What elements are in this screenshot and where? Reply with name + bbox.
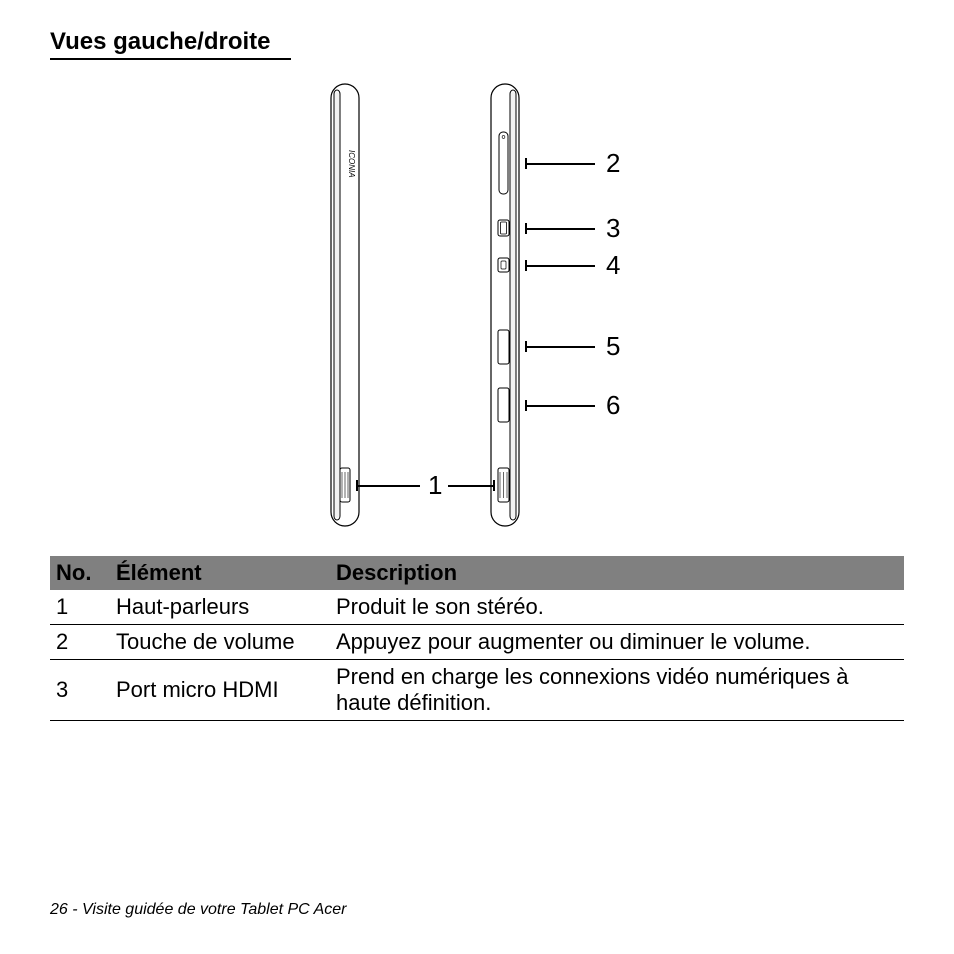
tablet-left-side: ICONIA bbox=[325, 80, 365, 530]
cell-desc: Appuyez pour augmenter ou diminuer le vo… bbox=[330, 625, 904, 660]
callout-1: 1 bbox=[428, 470, 442, 501]
callout-2: 2 bbox=[606, 148, 620, 179]
cell-elem: Port micro HDMI bbox=[110, 660, 330, 721]
callout-4: 4 bbox=[606, 250, 620, 281]
table-row: 3 Port micro HDMI Prend en charge les co… bbox=[50, 660, 904, 721]
section-title: Vues gauche/droite bbox=[50, 28, 291, 60]
table-row: 1 Haut-parleurs Produit le son stéréo. bbox=[50, 590, 904, 625]
callout-6: 6 bbox=[606, 390, 620, 421]
th-desc: Description bbox=[330, 556, 904, 590]
tablet-right-side bbox=[485, 80, 525, 530]
th-elem: Élément bbox=[110, 556, 330, 590]
parts-table: No. Élément Description 1 Haut-parleurs … bbox=[50, 556, 904, 721]
page-footer: 26 - Visite guidée de votre Tablet PC Ac… bbox=[50, 901, 346, 919]
table-row: 2 Touche de volume Appuyez pour augmente… bbox=[50, 625, 904, 660]
callout-3: 3 bbox=[606, 213, 620, 244]
device-brand-label: ICONIA bbox=[347, 150, 356, 178]
cell-elem: Haut-parleurs bbox=[110, 590, 330, 625]
cell-elem: Touche de volume bbox=[110, 625, 330, 660]
cell-no: 2 bbox=[50, 625, 110, 660]
cell-no: 3 bbox=[50, 660, 110, 721]
cell-no: 1 bbox=[50, 590, 110, 625]
th-no: No. bbox=[50, 556, 110, 590]
side-views-diagram: ICONIA bbox=[50, 80, 904, 550]
callout-5: 5 bbox=[606, 331, 620, 362]
cell-desc: Prend en charge les connexions vidéo num… bbox=[330, 660, 904, 721]
cell-desc: Produit le son stéréo. bbox=[330, 590, 904, 625]
